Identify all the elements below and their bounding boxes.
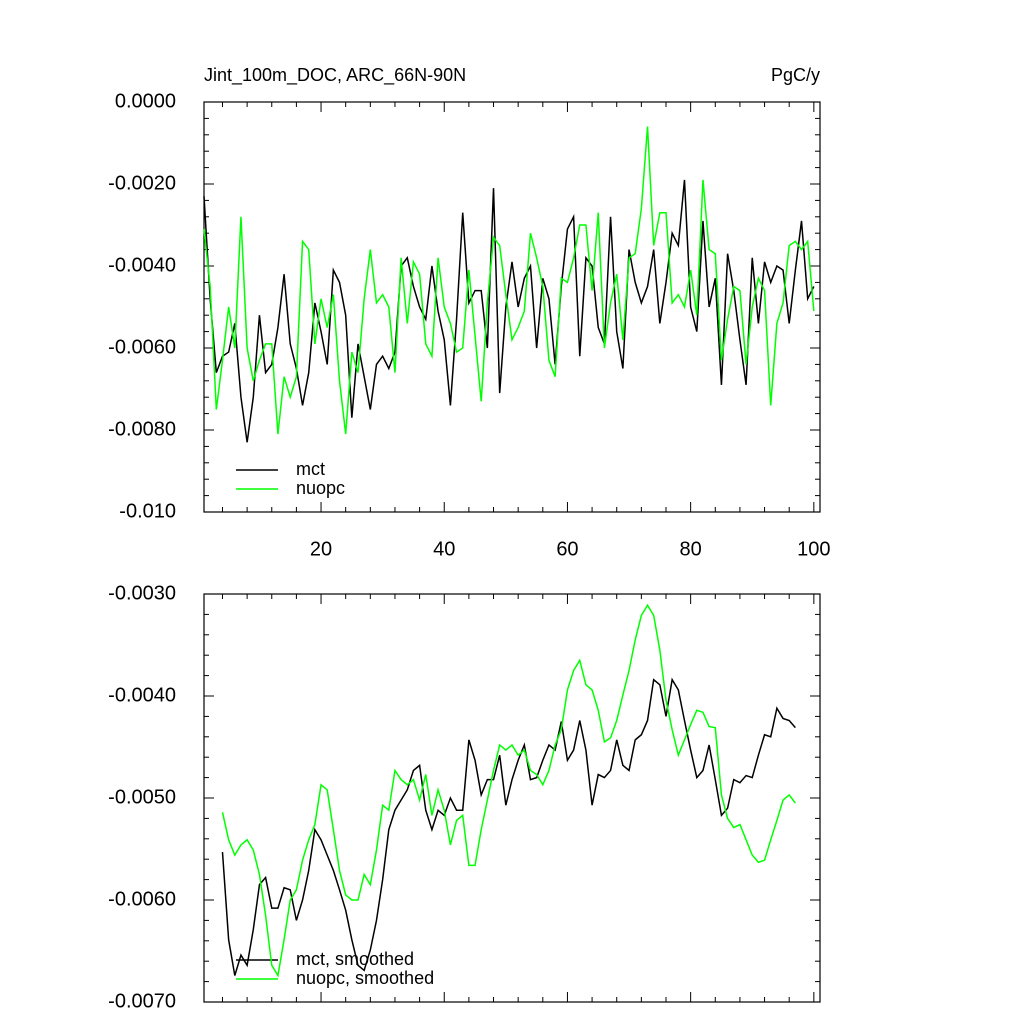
legend-label: nuopc xyxy=(296,478,345,498)
plot-frame xyxy=(203,593,821,1003)
x-tick-label: 60 xyxy=(556,538,578,560)
y-tick-label: -0.0050 xyxy=(108,786,176,808)
series-line xyxy=(203,126,815,435)
units-label: PgC/y xyxy=(771,65,820,85)
series-line xyxy=(221,603,796,978)
x-tick-label: 80 xyxy=(680,538,702,560)
y-tick-label: -0.0030 xyxy=(108,582,176,604)
legend-label: nuopc, smoothed xyxy=(296,968,434,988)
x-tick-label: 40 xyxy=(433,538,455,560)
y-tick-label: 0.0000 xyxy=(115,90,176,112)
y-tick-label: -0.010 xyxy=(119,500,176,522)
plot-frame xyxy=(203,101,821,513)
x-tick-label: 100 xyxy=(797,538,830,560)
legend-label: mct xyxy=(296,459,325,479)
y-tick-label: -0.0040 xyxy=(108,684,176,706)
y-tick-label: -0.0080 xyxy=(108,418,176,440)
y-tick-label: -0.0040 xyxy=(108,254,176,276)
y-tick-label: -0.0060 xyxy=(108,888,176,910)
y-tick-label: -0.0060 xyxy=(108,336,176,358)
x-tick-label: 20 xyxy=(310,538,332,560)
series-line xyxy=(203,179,815,443)
y-tick-label: -0.0070 xyxy=(108,990,176,1012)
series-line xyxy=(221,677,796,976)
legend-label: mct, smoothed xyxy=(296,949,414,969)
chart-title: Jint_100m_DOC, ARC_66N-90N xyxy=(204,65,466,86)
y-tick-label: -0.0020 xyxy=(108,172,176,194)
